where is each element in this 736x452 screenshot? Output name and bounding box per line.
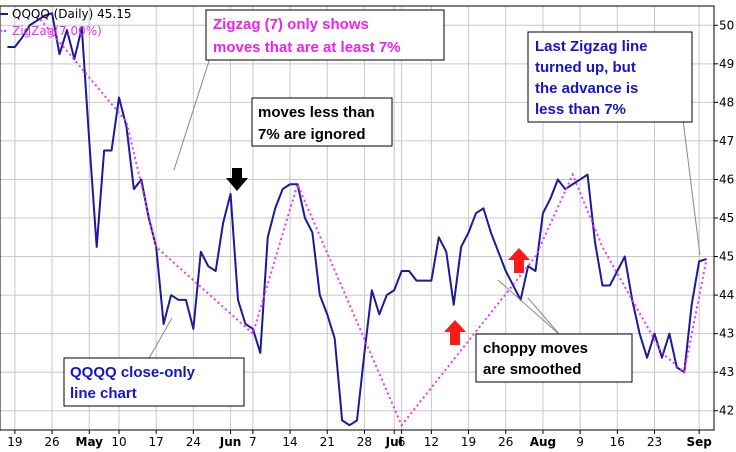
y-tick-label: 42 (719, 404, 734, 418)
pointer-choppy-b (527, 297, 561, 336)
x-tick-label: 23 (647, 435, 662, 449)
callout-moves-less-7: moves less than 7% are ignored (251, 97, 393, 147)
y-tick-label: 43 (719, 365, 734, 379)
x-tick-label: 14 (282, 435, 297, 449)
y-tick-label: 45 (719, 250, 734, 264)
y-tick-label: 43 (719, 327, 734, 341)
series-layer (7, 12, 708, 428)
x-tick-label: Sep (686, 435, 712, 449)
callout-line: QQQQ close-only (70, 364, 196, 381)
x-tick-label: 16 (610, 435, 625, 449)
pointer-last-zigzag (682, 119, 701, 256)
callout-pointers (147, 57, 701, 361)
pointer-zigzag-only-7 (173, 57, 211, 171)
x-tick-label: Jun (219, 435, 242, 449)
x-tick-label: Aug (530, 435, 556, 449)
pointer-choppy-a (497, 279, 561, 336)
x-tick-label: 12 (424, 435, 439, 449)
x-tick-label: 26 (44, 435, 59, 449)
x-tick-label: 21 (320, 435, 335, 449)
callout-line: moves that are at least 7% (213, 39, 401, 56)
callout-line: less than 7% (535, 101, 626, 118)
callout-choppy: choppy moves are smoothed (475, 333, 633, 383)
x-tick-label: 6 (398, 435, 406, 449)
x-tick-label: May (76, 435, 104, 449)
y-tick-label: 47 (719, 134, 734, 148)
callout-line: are smoothed (483, 361, 581, 378)
callout-close-only: QQQQ close-only line chart (63, 357, 245, 407)
x-tick-label: 24 (186, 435, 201, 449)
y-tick-label: 46 (719, 172, 734, 186)
series-line-qqqq (7, 12, 707, 427)
x-tick-label: 17 (149, 435, 164, 449)
red-arrow-icon (508, 248, 530, 273)
y-tick-label: 49 (719, 57, 734, 71)
x-tick-label: 10 (111, 435, 126, 449)
callout-zigzag-only-7: Zigzag (7) only shows moves that are at … (205, 9, 445, 61)
y-axis: 42 43 43 44 45 45 46 47 48 49 50 (714, 18, 734, 418)
callout-line: Last Zigzag line (535, 38, 648, 55)
x-tick-label: 7 (249, 435, 257, 449)
callout-line: turned up, but (535, 59, 636, 76)
callout-line: Zigzag (7) only shows (213, 16, 369, 33)
x-tick-label: 28 (357, 435, 372, 449)
x-tick-label: 19 (461, 435, 476, 449)
y-tick-label: 50 (719, 18, 734, 32)
callout-line: choppy moves (483, 340, 588, 357)
pointer-close-only (147, 317, 173, 361)
red-arrow-icon (444, 320, 466, 345)
black-arrow-icon (226, 168, 248, 191)
legend-price-label: QQQQ (Daily) 45.15 (12, 7, 132, 21)
x-tick-label: Jul (385, 435, 403, 449)
y-tick-label: 44 (719, 288, 734, 302)
callout-line: 7% are ignored (258, 126, 366, 143)
callout-line: the advance is (535, 80, 638, 97)
x-tick-label: 26 (498, 435, 513, 449)
callout-line: line chart (70, 385, 137, 402)
callout-last-zigzag: Last Zigzag line turned up, but the adva… (527, 31, 693, 123)
y-tick-label: 45 (719, 211, 734, 225)
callout-line: moves less than (258, 104, 375, 121)
legend-zigzag-label: ZigZag(7.00%) (12, 24, 102, 38)
legend: QQQQ (Daily) 45.15 ZigZag(7.00%) (0, 7, 132, 38)
y-tick-label: 48 (719, 95, 734, 109)
x-tick-label: 9 (576, 435, 584, 449)
series-line-zigzag (36, 14, 708, 428)
x-tick-label: 19 (7, 435, 22, 449)
